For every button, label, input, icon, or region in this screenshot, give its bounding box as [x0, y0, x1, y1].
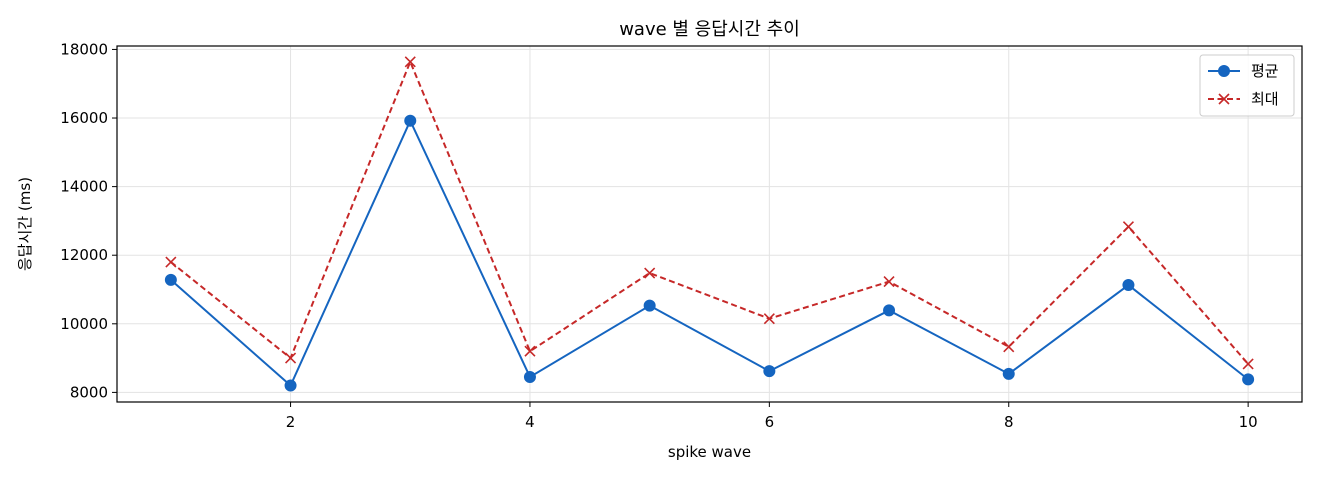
- marker-stroke: [763, 313, 775, 325]
- y-tick-label: 8000: [70, 383, 108, 401]
- grid: [117, 46, 1302, 402]
- data-point: [165, 256, 177, 268]
- data-point: [404, 56, 416, 68]
- data-point: [164, 273, 177, 286]
- y-tick-label: 14000: [60, 178, 108, 196]
- x-tick-label: 8: [1004, 413, 1014, 431]
- marker-stroke: [1218, 93, 1230, 105]
- legend-marker: [1218, 65, 1230, 77]
- y-tick-label: 12000: [60, 246, 108, 264]
- marker-stroke: [644, 267, 656, 279]
- data-point: [404, 114, 417, 127]
- x-tick-label: 6: [765, 413, 775, 431]
- data-point: [1242, 358, 1254, 370]
- series-0: [164, 114, 1255, 392]
- legend-box: [1199, 54, 1295, 117]
- legend-marker: [1218, 93, 1230, 105]
- series-line: [170, 59, 1249, 365]
- data-point: [1242, 373, 1255, 386]
- x-tick-label: 10: [1239, 413, 1258, 431]
- data-point: [763, 365, 776, 378]
- marker-stroke: [404, 56, 416, 68]
- chart-title: wave 별 응답시간 추이: [619, 19, 800, 40]
- marker-stroke: [165, 256, 177, 268]
- data-point: [1122, 279, 1135, 292]
- data-point: [284, 352, 297, 364]
- legend-label: 평균: [1251, 62, 1279, 80]
- data-point: [523, 370, 536, 383]
- series-line: [170, 118, 1249, 388]
- y-tick-label: 16000: [60, 109, 108, 127]
- data-point: [883, 276, 895, 288]
- y-axis-label: 응답시간 (ms): [16, 177, 34, 271]
- legend-item: 평균: [1208, 62, 1279, 80]
- ticks: 2 4 6 8 10 8000 10000 12000 14000 16000 18000: [60, 40, 1257, 431]
- data-point: [643, 299, 656, 312]
- data-point: [644, 267, 656, 279]
- marker-stroke: [1003, 341, 1015, 353]
- marker-stroke: [1122, 221, 1135, 233]
- x-tick-label: 2: [286, 413, 296, 431]
- data-point: [1002, 367, 1015, 380]
- legend-item: 최대: [1208, 90, 1279, 108]
- y-tick-label: 10000: [60, 315, 108, 333]
- data-point: [1122, 221, 1135, 233]
- plot-frame: [116, 45, 1303, 403]
- marker-stroke: [524, 345, 536, 357]
- marker-stroke: [1242, 358, 1254, 370]
- series-layer: [164, 56, 1255, 392]
- y-tick-label: 18000: [60, 40, 108, 58]
- data-point: [524, 345, 536, 357]
- marker-stroke: [883, 276, 895, 288]
- data-point: [284, 379, 297, 392]
- data-point: [1003, 341, 1015, 353]
- data-point: [763, 313, 775, 325]
- x-axis-label: spike wave: [668, 443, 751, 461]
- series-1: [165, 56, 1254, 370]
- data-point: [883, 304, 896, 317]
- x-tick-label: 4: [525, 413, 535, 431]
- legend-label: 최대: [1251, 90, 1279, 108]
- marker-stroke: [284, 352, 297, 364]
